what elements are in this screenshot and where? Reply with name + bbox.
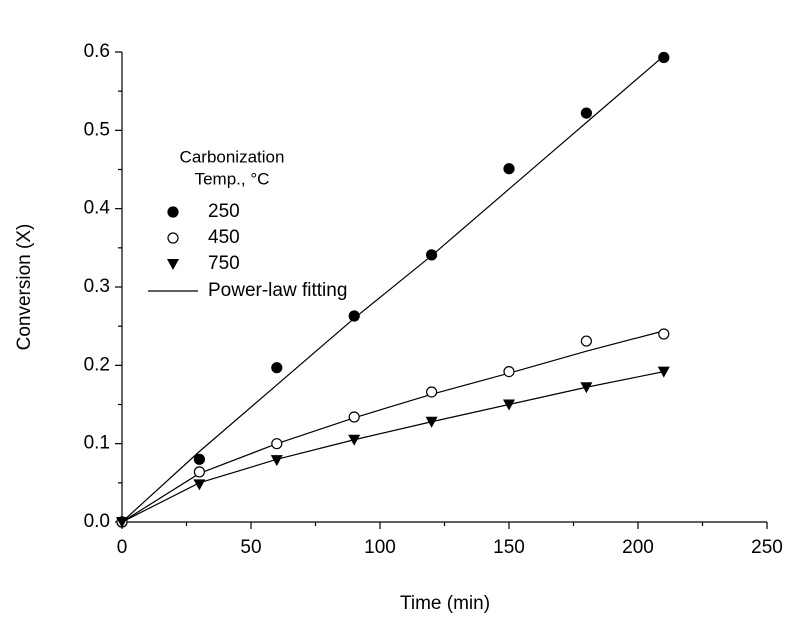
legend-label: 450 [208,227,240,248]
marker [116,517,128,528]
fit-line [121,330,664,523]
marker [271,438,283,450]
marker [271,362,283,374]
marker [348,411,360,423]
y-tick-label: 0.5 [84,119,110,140]
x-tick-label: 100 [364,537,396,558]
x-tick-label: 250 [751,537,783,558]
x-tick-label: 150 [493,537,525,558]
y-tick-label: 0.4 [84,198,111,219]
marker [193,466,205,478]
y-tick-label: 0.1 [84,433,110,454]
marker [426,249,438,261]
y-tick-label: 0.2 [84,354,110,375]
marker [503,163,515,175]
marker [503,366,515,378]
marker [270,455,283,467]
x-tick-label: 200 [622,537,654,558]
y-tick-label: 0.6 [84,41,110,62]
marker [193,479,206,491]
marker [580,107,593,119]
fit-line [121,55,665,523]
legend-title: Temp., °C [195,169,270,188]
fit-line [121,371,664,523]
y-tick-label: 0.0 [84,511,110,532]
marker [503,399,515,411]
marker [167,259,179,270]
marker [658,51,670,64]
marker [658,328,670,340]
marker [580,382,593,394]
x-axis-title: Time (min) [400,593,490,614]
legend-label: 750 [208,253,240,274]
y-axis-title: Conversion (X) [14,224,35,351]
marker [348,434,361,446]
marker [657,366,670,378]
x-tick-label: 50 [240,537,261,558]
legend-title: Carbonization [180,147,285,166]
marker [580,335,593,347]
marker [425,416,438,428]
marker [167,232,179,244]
marker [193,453,205,465]
marker [348,310,360,322]
legend-label: 250 [208,201,240,222]
legend-label: Power-law fitting [208,280,347,301]
marker [426,386,438,398]
y-tick-label: 0.3 [84,276,110,297]
x-tick-label: 0 [117,537,128,558]
marker [167,206,179,218]
